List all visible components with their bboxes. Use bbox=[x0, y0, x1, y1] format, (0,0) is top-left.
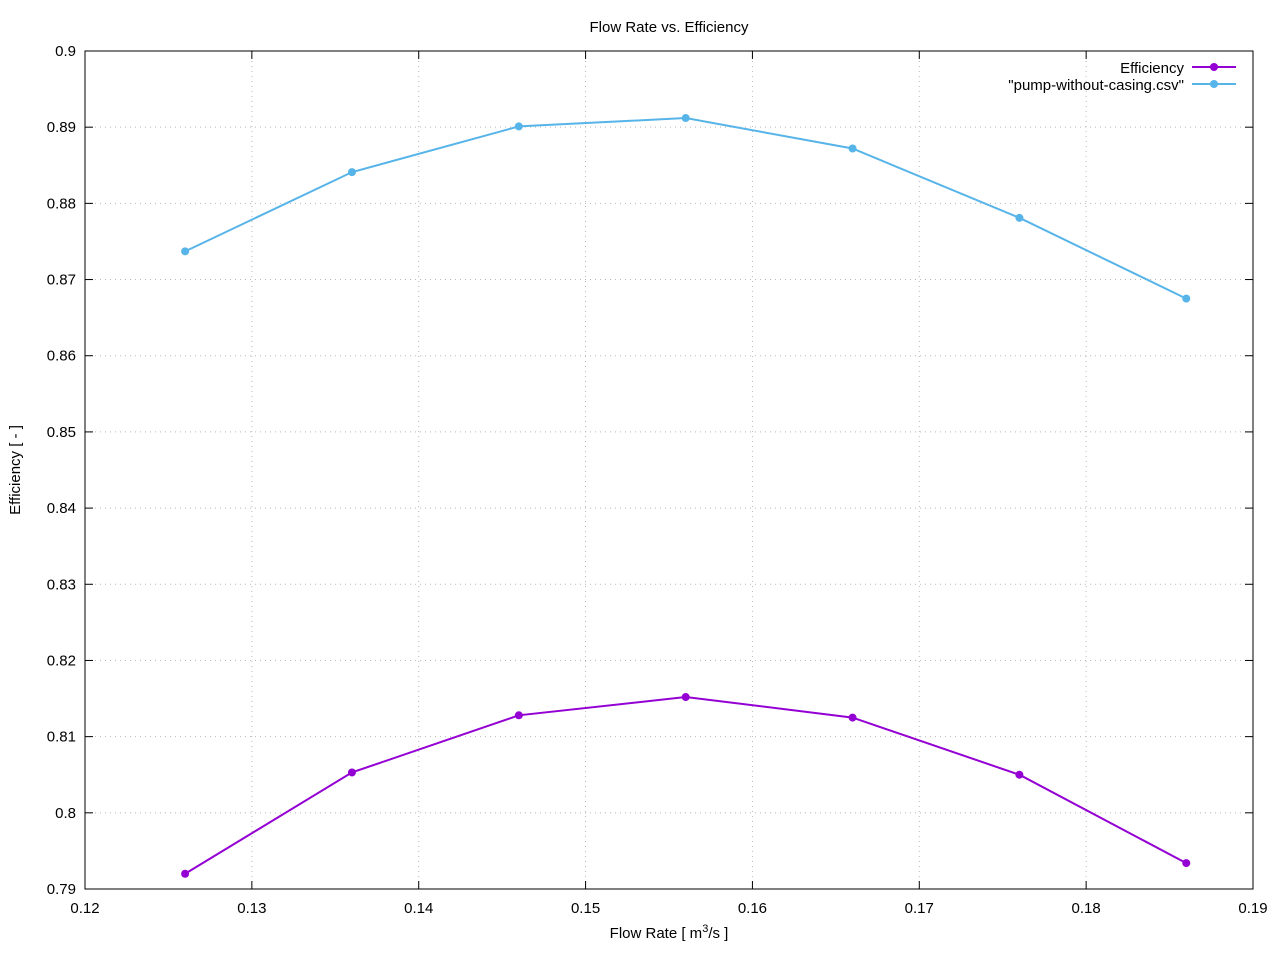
series-1-point bbox=[514, 711, 523, 720]
y-tick-label: 0.9 bbox=[55, 43, 76, 60]
x-axis-label-superscript: 3 bbox=[702, 923, 708, 935]
series-1-point bbox=[1182, 859, 1191, 868]
y-tick-label: 0.83 bbox=[47, 576, 76, 593]
series-1 bbox=[181, 693, 1191, 878]
legend-point-swatch bbox=[1210, 80, 1218, 88]
series-1-point bbox=[347, 768, 356, 777]
y-tick-label: 0.87 bbox=[47, 272, 76, 289]
y-tick-label: 0.82 bbox=[47, 652, 76, 669]
series-2 bbox=[181, 114, 1191, 303]
legend: Efficiency"pump-without-casing.csv" bbox=[1008, 60, 1236, 94]
x-axis-label: Flow Rate [ m3/s ] bbox=[610, 923, 729, 942]
series-2-point bbox=[681, 114, 690, 123]
series-1-point bbox=[848, 713, 857, 722]
series-layer bbox=[181, 114, 1191, 878]
x-tick-label: 0.15 bbox=[571, 900, 600, 917]
series-1-point bbox=[681, 693, 690, 702]
chart-title: Flow Rate vs. Efficiency bbox=[590, 19, 749, 36]
y-tick-label: 0.89 bbox=[47, 119, 76, 136]
series-2-point bbox=[848, 144, 857, 153]
y-tick-label: 0.81 bbox=[47, 729, 76, 746]
legend-label: "pump-without-casing.csv" bbox=[1008, 77, 1184, 94]
x-tick-label: 0.16 bbox=[738, 900, 767, 917]
y-tick-label: 0.85 bbox=[47, 424, 76, 441]
y-tick-label: 0.8 bbox=[55, 805, 76, 822]
legend-label: Efficiency bbox=[1120, 60, 1184, 77]
x-tick-label: 0.19 bbox=[1238, 900, 1267, 917]
legend-entry-2: "pump-without-casing.csv" bbox=[1008, 77, 1236, 94]
legend-entry-1: Efficiency bbox=[1120, 60, 1236, 77]
series-2-point bbox=[1015, 213, 1024, 222]
y-axis-label: Efficiency [ - ] bbox=[7, 425, 24, 515]
y-tick-label: 0.88 bbox=[47, 195, 76, 212]
series-1-point bbox=[181, 869, 190, 878]
y-tick-label: 0.86 bbox=[47, 348, 76, 365]
legend-point-swatch bbox=[1210, 63, 1218, 71]
x-axis-label-unit: /s ] bbox=[708, 925, 728, 942]
series-2-point bbox=[514, 122, 523, 131]
y-tick-label: 0.79 bbox=[47, 881, 76, 898]
plot-frame bbox=[84, 50, 1254, 890]
x-tick-label: 0.18 bbox=[1072, 900, 1101, 917]
x-tick-label: 0.12 bbox=[70, 900, 99, 917]
series-2-point bbox=[181, 247, 190, 256]
x-tick-label: 0.13 bbox=[237, 900, 266, 917]
series-1-point bbox=[1015, 770, 1024, 779]
x-tick-label: 0.17 bbox=[905, 900, 934, 917]
tick-labels: 0.12 0.13 0.14 0.15 0.16 0.17 0.18 0.19 0.79 0.8 0… bbox=[47, 43, 1268, 917]
x-tick-label: 0.14 bbox=[404, 900, 433, 917]
series-2-point bbox=[1182, 294, 1191, 303]
y-tick-label: 0.84 bbox=[47, 500, 76, 517]
series-2-point bbox=[347, 168, 356, 177]
x-axis-label-main: Flow Rate [ m bbox=[610, 925, 703, 942]
